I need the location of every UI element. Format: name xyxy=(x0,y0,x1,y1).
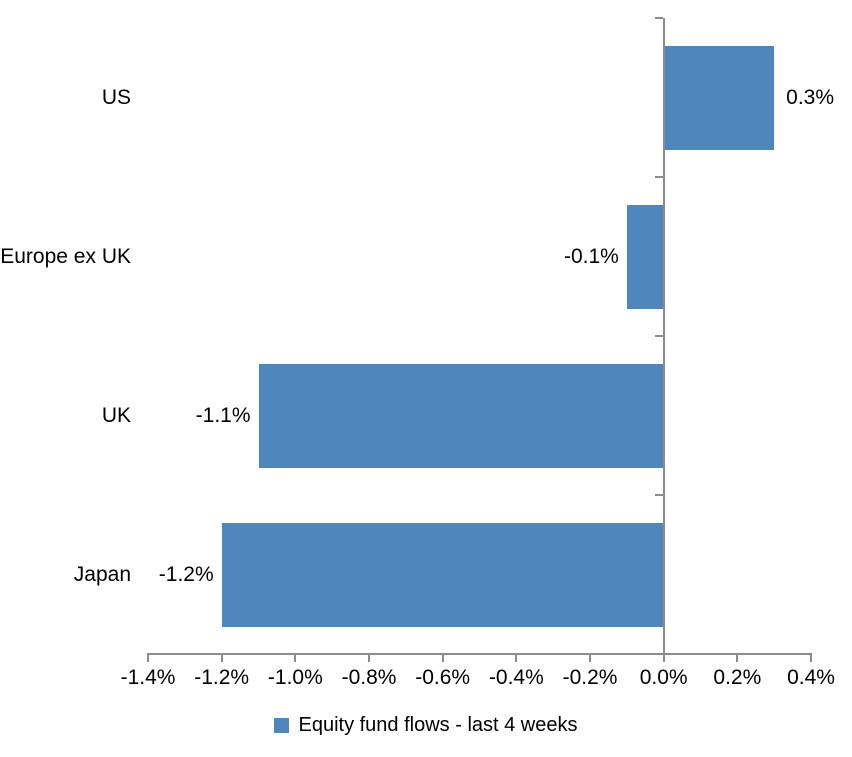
zero-axis-line xyxy=(662,18,665,655)
x-tick-label: -0.6% xyxy=(415,666,471,689)
x-tick-mark xyxy=(736,654,739,662)
x-tick-label: 0.4% xyxy=(787,666,835,689)
x-tick-mark xyxy=(662,654,665,662)
category-label-japan: Japan xyxy=(73,562,131,586)
category-axis-tick-mark xyxy=(654,17,663,19)
x-tick-mark xyxy=(294,654,297,662)
x-tick-label: -0.8% xyxy=(341,666,397,689)
legend-label: Equity fund flows - last 4 weeks xyxy=(298,714,578,736)
x-tick-label: -1.4% xyxy=(120,666,176,689)
category-label-us: US xyxy=(101,85,131,109)
x-tick-mark xyxy=(368,654,370,662)
x-tick-label: -1.0% xyxy=(267,666,323,689)
x-tick-mark xyxy=(220,654,223,662)
x-tick-label: -0.2% xyxy=(562,666,618,689)
x-tick-mark xyxy=(147,654,149,662)
category-label-uk: UK xyxy=(101,403,131,427)
data-label-uk: -1.1% xyxy=(195,403,251,427)
x-tick-mark xyxy=(441,654,444,662)
x-tick-mark xyxy=(810,654,812,662)
data-label-europe-ex-uk: -0.1% xyxy=(563,244,619,268)
category-axis-tick-mark xyxy=(654,494,663,496)
category-axis-tick-mark xyxy=(654,335,663,337)
legend-marker xyxy=(274,718,290,733)
bar-uk xyxy=(258,363,664,468)
x-axis-line xyxy=(147,653,812,655)
x-tick-label: 0.0% xyxy=(639,666,688,689)
x-tick-mark xyxy=(515,654,518,662)
x-tick-mark xyxy=(589,654,591,662)
data-label-japan: -1.2% xyxy=(158,562,214,586)
x-tick-label: -1.2% xyxy=(194,666,250,689)
bar-japan xyxy=(221,522,664,627)
category-label-europe-ex-uk: Europe ex UK xyxy=(0,244,131,268)
x-tick-label: 0.2% xyxy=(713,666,762,689)
bar-europe-ex-uk xyxy=(626,204,664,309)
category-axis-tick-mark xyxy=(654,176,663,178)
bar-us xyxy=(663,45,775,150)
legend: Equity fund flows - last 4 weeks xyxy=(0,714,852,737)
x-tick-label: -0.4% xyxy=(488,666,544,689)
data-label-us: 0.3% xyxy=(786,85,835,109)
